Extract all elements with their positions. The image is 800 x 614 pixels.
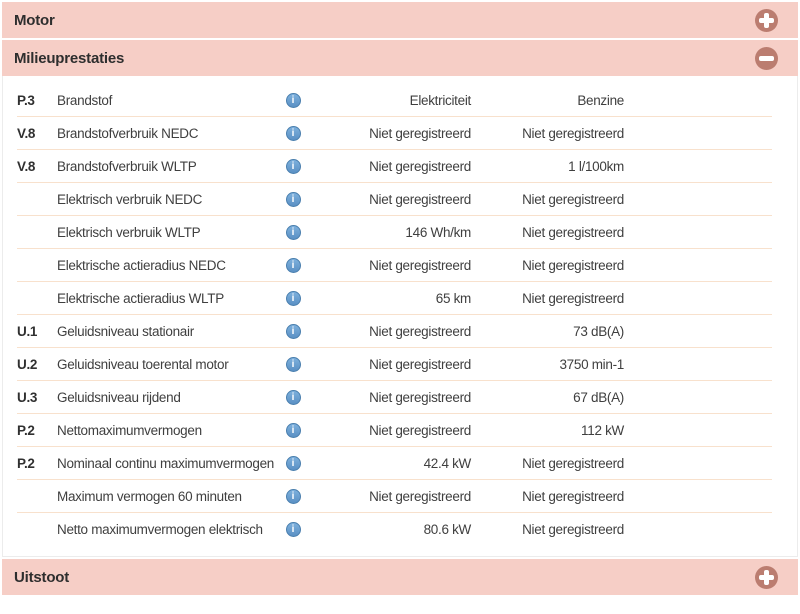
row-code: U.3 — [17, 389, 38, 405]
table-row: Maximum vermogen 60 minuten i Niet gereg… — [17, 480, 772, 513]
row-value-petrol: 112 kW — [581, 422, 624, 438]
row-code: U.2 — [17, 356, 38, 372]
row-label: Geluidsniveau toerental motor — [57, 356, 229, 372]
row-value-petrol: Niet geregistreerd — [522, 522, 624, 537]
table-row: Elektrisch verbruik NEDC i Niet geregist… — [17, 183, 772, 216]
table-row: V.8 Brandstofverbruik WLTP i Niet geregi… — [17, 150, 772, 183]
row-label: Brandstof — [57, 92, 113, 108]
row-value-electric: 42.4 kW — [423, 455, 472, 471]
table-row: Elektrische actieradius WLTP i 65 km Nie… — [17, 282, 772, 315]
accordion-header-uitstoot[interactable]: Uitstoot — [2, 559, 798, 595]
row-value-petrol: Niet geregistreerd — [522, 257, 624, 273]
row-label: Elektrisch verbruik WLTP — [57, 224, 201, 240]
row-value-petrol: Niet geregistreerd — [522, 191, 624, 207]
table-row: Netto maximumvermogen elektrisch i 80.6 … — [17, 513, 772, 546]
row-value-electric: Niet geregistreerd — [369, 257, 471, 273]
row-label: Netto maximumvermogen elektrisch — [57, 522, 263, 537]
row-value-petrol: 67 dB(A) — [573, 389, 624, 405]
table-row: P.3 Brandstof i Elektriciteit Benzine — [17, 84, 772, 117]
info-icon[interactable]: i — [285, 522, 301, 537]
row-label: Elektrisch verbruik NEDC — [57, 191, 203, 207]
info-icon[interactable]: i — [285, 488, 301, 504]
row-value-electric: Niet geregistreerd — [369, 488, 471, 504]
row-label: Elektrische actieradius WLTP — [57, 290, 224, 306]
row-value-petrol: 73 dB(A) — [573, 323, 624, 339]
info-icon[interactable]: i — [285, 158, 301, 174]
row-label: Brandstofverbruik WLTP — [57, 158, 197, 174]
row-value-electric: Niet geregistreerd — [369, 191, 471, 207]
spec-table: P.3 Brandstof i Elektriciteit Benzine V.… — [17, 84, 772, 546]
table-row: U.3 Geluidsniveau rijdend i Niet geregis… — [17, 381, 772, 414]
table-row: U.1 Geluidsniveau stationair i Niet gere… — [17, 315, 772, 348]
section-title: Uitstoot — [14, 568, 70, 586]
row-code: U.1 — [17, 323, 38, 339]
row-label: Nettomaximumvermogen — [57, 422, 202, 438]
row-value-electric: Elektriciteit — [409, 92, 472, 108]
row-value-electric: 80.6 kW — [423, 522, 472, 537]
row-value-electric: Niet geregistreerd — [369, 389, 471, 405]
collapse-minus-icon[interactable] — [755, 46, 778, 70]
milieuprestaties-panel: P.3 Brandstof i Elektriciteit Benzine V.… — [2, 76, 798, 557]
table-row: Elektrisch verbruik WLTP i 146 Wh/km Nie… — [17, 216, 772, 249]
row-value-electric: Niet geregistreerd — [369, 158, 471, 174]
table-row: P.2 Nettomaximumvermogen i Niet geregist… — [17, 414, 772, 447]
info-icon[interactable]: i — [285, 257, 301, 273]
section-title: Milieuprestaties — [14, 49, 125, 67]
row-value-petrol: 1 l/100km — [568, 158, 624, 174]
row-value-electric: 65 km — [435, 290, 472, 306]
row-code: P.3 — [17, 92, 35, 108]
row-value-electric: Niet geregistreerd — [369, 125, 471, 141]
row-value-petrol: Niet geregistreerd — [522, 290, 624, 306]
accordion-header-motor[interactable]: Motor — [2, 2, 798, 38]
info-icon[interactable]: i — [285, 323, 301, 339]
info-icon[interactable]: i — [285, 455, 301, 471]
row-label: Brandstofverbruik NEDC — [57, 125, 199, 141]
row-code: V.8 — [17, 158, 36, 174]
section-title: Motor — [14, 11, 55, 29]
info-icon[interactable]: i — [285, 356, 301, 372]
expand-plus-icon[interactable] — [755, 565, 778, 589]
row-value-electric: Niet geregistreerd — [369, 422, 471, 438]
row-value-petrol: 3750 min-1 — [559, 356, 624, 372]
row-value-petrol: Benzine — [577, 92, 624, 108]
row-label: Nominaal continu maximumvermogen — [57, 455, 274, 471]
row-value-petrol: Niet geregistreerd — [522, 125, 624, 141]
row-value-electric: 146 Wh/km — [405, 224, 471, 240]
row-label: Geluidsniveau stationair — [57, 323, 194, 339]
row-code: V.8 — [17, 125, 36, 141]
expand-plus-icon[interactable] — [755, 8, 778, 32]
table-row: U.2 Geluidsniveau toerental motor i Niet… — [17, 348, 772, 381]
row-value-electric: Niet geregistreerd — [369, 356, 471, 372]
info-icon[interactable]: i — [285, 389, 301, 405]
table-row: Elektrische actieradius NEDC i Niet gere… — [17, 249, 772, 282]
info-icon[interactable]: i — [285, 125, 301, 141]
row-value-petrol: Niet geregistreerd — [522, 455, 624, 471]
info-icon[interactable]: i — [285, 191, 301, 207]
row-label: Maximum vermogen 60 minuten — [57, 488, 242, 504]
row-value-petrol: Niet geregistreerd — [522, 224, 624, 240]
row-label: Elektrische actieradius NEDC — [57, 257, 226, 273]
table-row: V.8 Brandstofverbruik NEDC i Niet geregi… — [17, 117, 772, 150]
info-icon[interactable]: i — [285, 422, 301, 438]
info-icon[interactable]: i — [285, 290, 301, 306]
row-label: Geluidsniveau rijdend — [57, 389, 181, 405]
info-icon[interactable]: i — [285, 224, 301, 240]
accordion-header-milieuprestaties[interactable]: Milieuprestaties — [2, 40, 798, 76]
row-code: P.2 — [17, 422, 35, 438]
row-code: P.2 — [17, 455, 35, 471]
row-value-petrol: Niet geregistreerd — [522, 488, 624, 504]
info-icon[interactable]: i — [285, 92, 301, 108]
table-row: P.2 Nominaal continu maximumvermogen i 4… — [17, 447, 772, 480]
row-value-electric: Niet geregistreerd — [369, 323, 471, 339]
